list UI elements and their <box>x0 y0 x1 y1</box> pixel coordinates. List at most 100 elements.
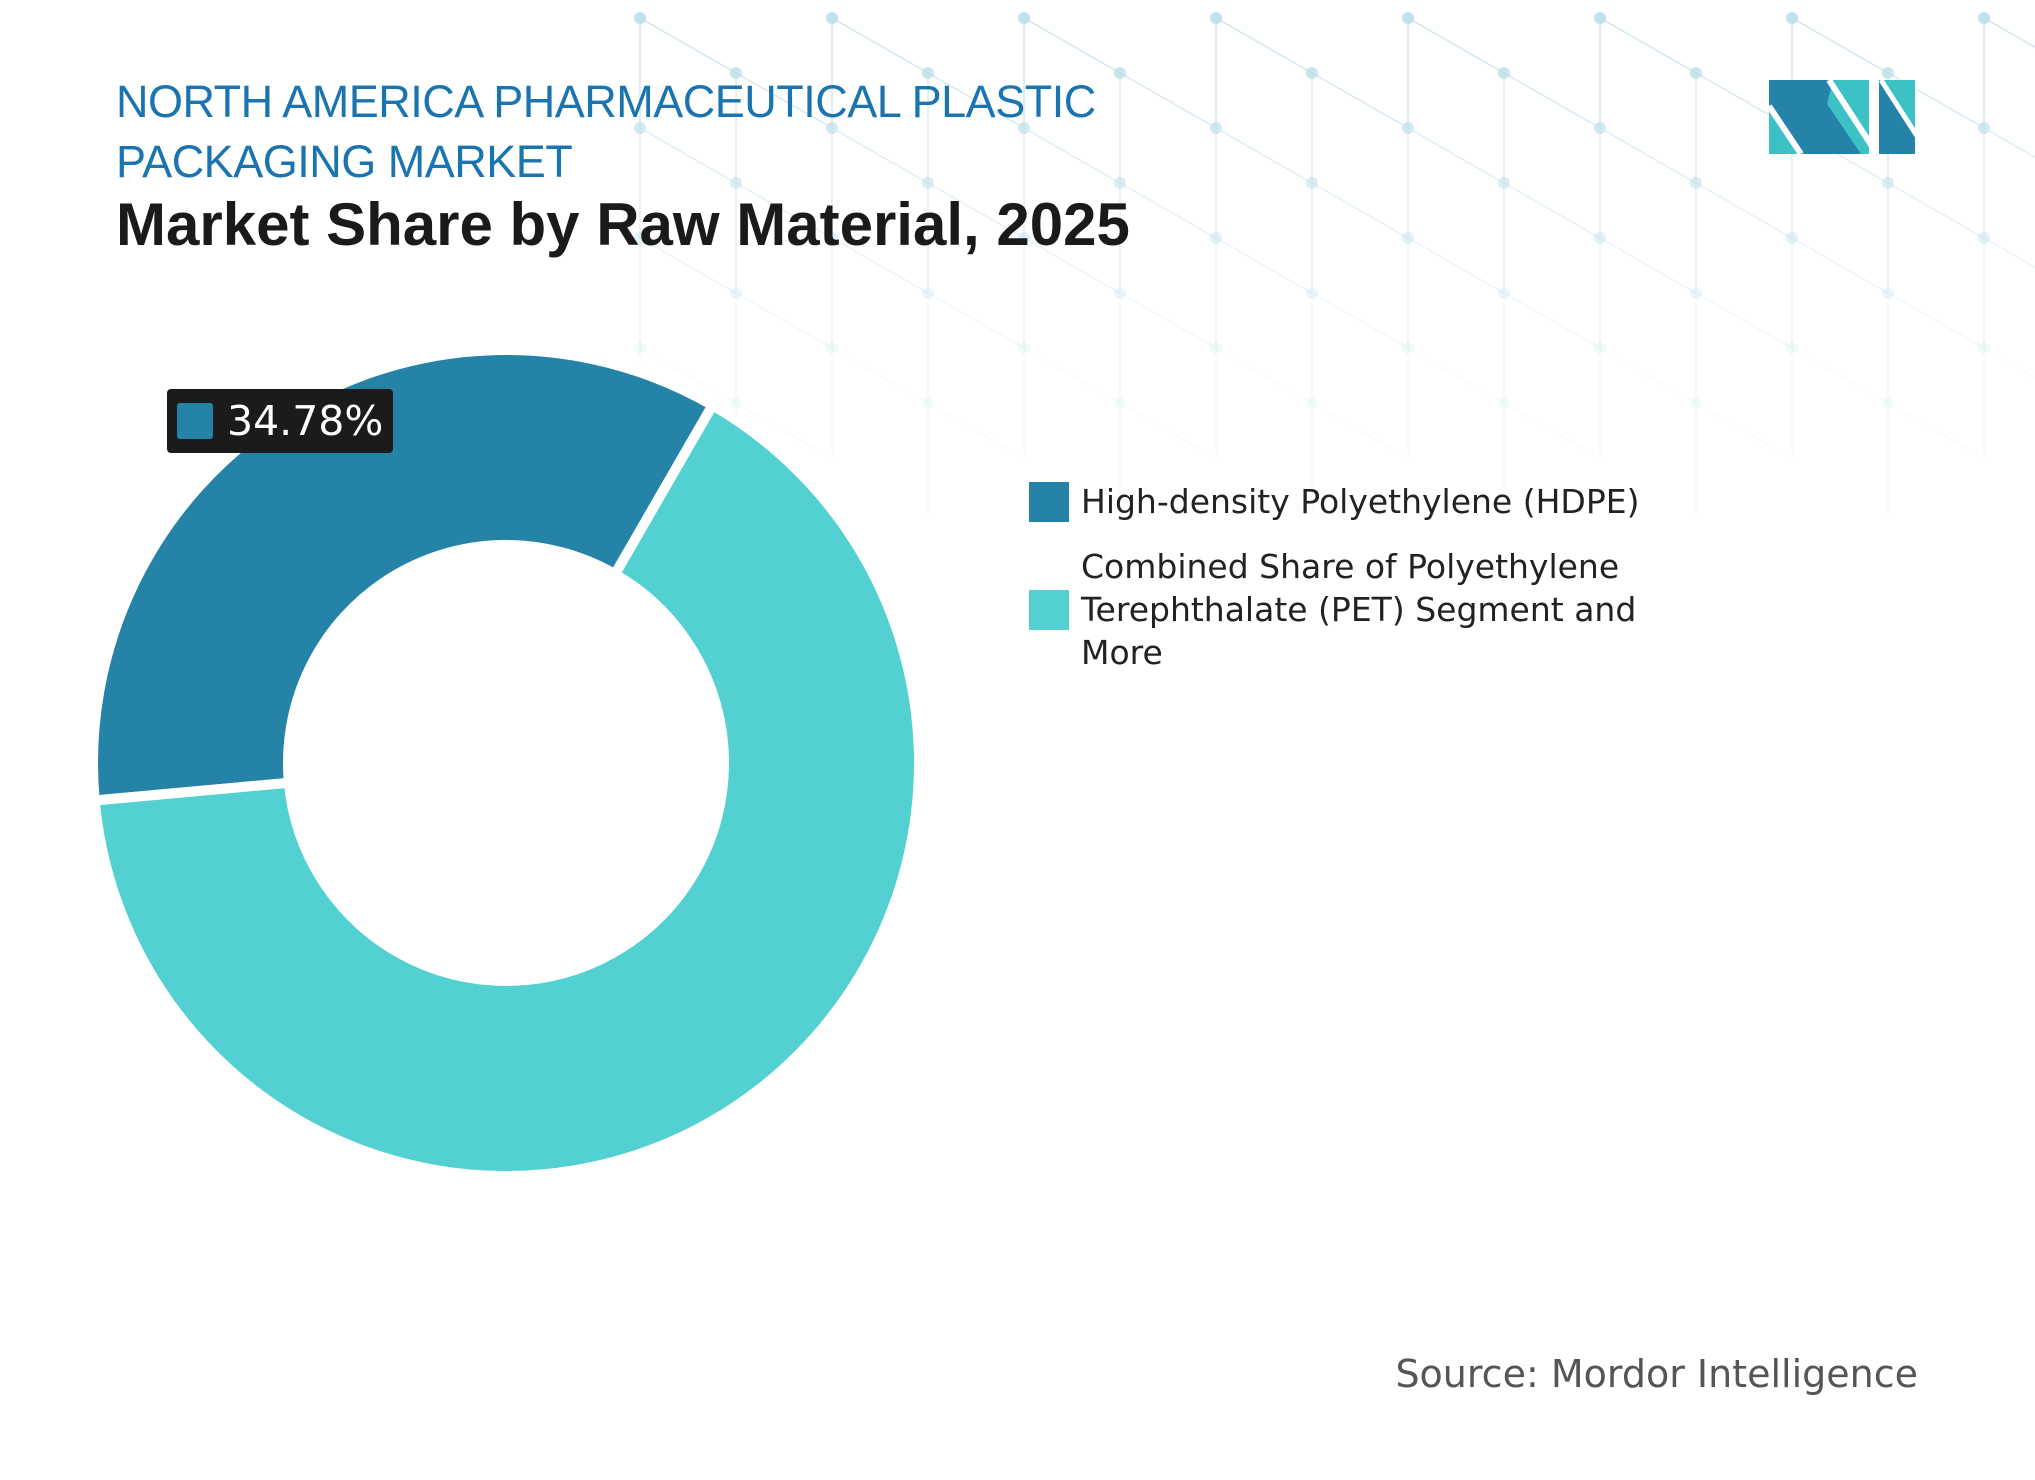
pattern-dot <box>1018 12 1030 24</box>
pattern-line <box>1407 17 1505 74</box>
data-label-swatch <box>177 403 213 439</box>
pattern-line <box>1887 182 1985 239</box>
pattern-line <box>1887 402 1985 459</box>
pattern-line <box>927 182 1025 239</box>
mordor-logo-icon <box>1769 80 1915 154</box>
pattern-dot <box>1882 287 1894 299</box>
data-label-value: 34.78% <box>227 397 384 445</box>
pattern-line <box>1119 72 1217 129</box>
pattern-dot <box>1882 67 1894 79</box>
pattern-line <box>1695 292 1793 349</box>
pattern-line <box>1119 402 1217 459</box>
pattern-line <box>1215 17 1313 74</box>
pattern-line <box>735 402 833 459</box>
pattern-line <box>1503 402 1601 459</box>
pattern-line <box>1119 292 1217 349</box>
pattern-line <box>1311 182 1409 239</box>
pattern-dot <box>1018 122 1030 134</box>
pattern-line <box>639 347 737 404</box>
donut-slice-hdpe <box>88 345 720 806</box>
pattern-dot <box>1690 177 1702 189</box>
pattern-dot <box>634 342 646 354</box>
pattern-dot <box>1594 122 1606 134</box>
pattern-line <box>1503 72 1601 129</box>
pattern-line <box>1023 237 1121 294</box>
pattern-dot <box>730 177 742 189</box>
pattern-dot <box>730 287 742 299</box>
pattern-dot <box>826 12 838 24</box>
data-label-hdpe: 34.78% <box>167 389 394 453</box>
pattern-line <box>1599 127 1697 184</box>
pattern-dot <box>1306 287 1318 299</box>
pattern-dot <box>1498 67 1510 79</box>
pattern-dot <box>1786 232 1798 244</box>
pattern-dot <box>826 122 838 134</box>
legend-item-hdpe: High-density Polyethylene (HDPE) <box>1029 480 1721 523</box>
pattern-line <box>1599 347 1697 404</box>
pattern-dot <box>1402 122 1414 134</box>
pattern-dot <box>1882 177 1894 189</box>
pattern-dot <box>1978 122 1990 134</box>
pattern-dot <box>1210 122 1222 134</box>
pattern-dot <box>1018 232 1030 244</box>
pattern-dot <box>922 177 934 189</box>
pattern-line <box>1599 237 1697 294</box>
pattern-line <box>927 292 1025 349</box>
pattern-dot <box>1210 342 1222 354</box>
pattern-dot <box>1402 232 1414 244</box>
pattern-dot <box>634 12 646 24</box>
pattern-dot <box>634 122 646 134</box>
pattern-dot <box>1114 177 1126 189</box>
pattern-dot <box>1978 342 1990 354</box>
legend-item-other: Combined Share of Polyethylene Terephtha… <box>1029 545 1721 674</box>
pattern-line <box>927 402 1025 459</box>
pattern-line <box>1791 17 1889 74</box>
pattern-line <box>831 127 929 184</box>
pattern-dot <box>1402 12 1414 24</box>
pattern-dot <box>1306 177 1318 189</box>
pattern-dot <box>1690 287 1702 299</box>
pattern-dot <box>922 287 934 299</box>
pattern-line <box>639 237 737 294</box>
source-note: Source: Mordor Intelligence <box>1395 1352 1918 1396</box>
pattern-line <box>1215 127 1313 184</box>
chart-title: NORTH AMERICA PHARMACEUTICAL PLASTIC PAC… <box>116 76 1096 187</box>
pattern-line <box>1791 347 1889 404</box>
pattern-dot <box>922 67 934 79</box>
pattern-dot <box>1306 67 1318 79</box>
pattern-line <box>1599 17 1697 74</box>
pattern-line <box>927 72 1025 129</box>
pattern-line <box>1119 182 1217 239</box>
pattern-line <box>1503 292 1601 349</box>
pattern-dot <box>1498 287 1510 299</box>
pattern-line <box>1023 127 1121 184</box>
pattern-line <box>1311 292 1409 349</box>
pattern-line <box>831 237 929 294</box>
pattern-dot <box>1210 232 1222 244</box>
legend: High-density Polyethylene (HDPE) Combine… <box>1029 480 1721 696</box>
pattern-dot <box>1786 12 1798 24</box>
pattern-dot <box>1882 397 1894 409</box>
pattern-line <box>1983 237 2035 269</box>
pattern-line <box>1983 127 2035 159</box>
chart-subtitle: Market Share by Raw Material, 2025 <box>116 191 1130 258</box>
pattern-line <box>639 127 737 184</box>
pattern-line <box>735 292 833 349</box>
pattern-dot <box>826 232 838 244</box>
donut-slice-other <box>89 398 924 1181</box>
pattern-line <box>1215 347 1313 404</box>
pattern-line <box>831 17 929 74</box>
pattern-dot <box>1690 397 1702 409</box>
pattern-line <box>1887 292 1985 349</box>
pattern-dot <box>1594 342 1606 354</box>
pattern-line <box>1695 182 1793 239</box>
pattern-dot <box>1018 342 1030 354</box>
pattern-line <box>1023 347 1121 404</box>
pattern-line <box>735 72 833 129</box>
pattern-line <box>1407 127 1505 184</box>
pattern-dot <box>1114 287 1126 299</box>
pattern-line <box>1695 402 1793 459</box>
pattern-dot <box>1114 67 1126 79</box>
pattern-dot <box>826 342 838 354</box>
